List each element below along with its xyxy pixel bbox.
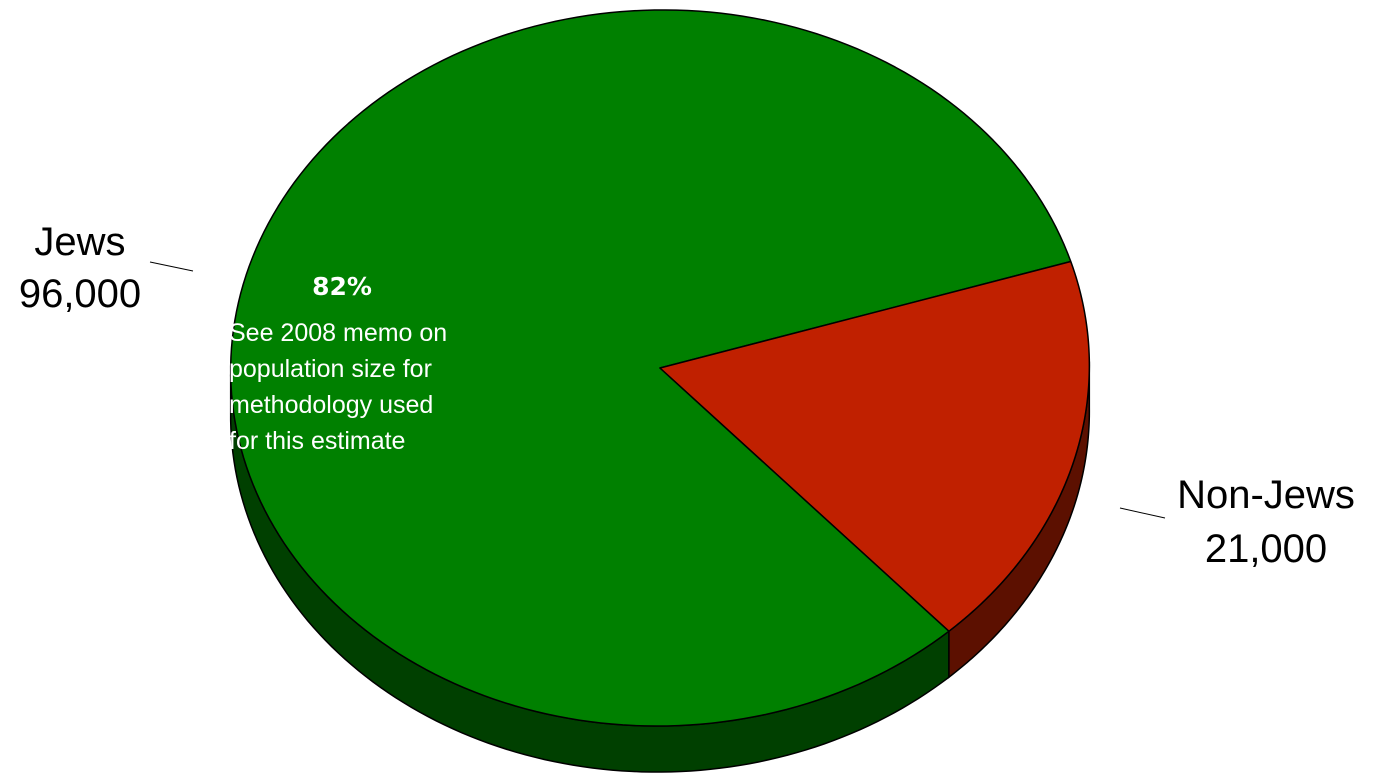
annotation-line-2: population size for [229, 355, 432, 383]
percent-label-jews: 82% [312, 272, 372, 301]
slice-label-non-jews: Non-Jews [1177, 473, 1355, 517]
pie-slice-jews [229, 9, 1072, 727]
slice-label-jews: Jews [34, 220, 125, 264]
pie-slice-non-jews [659, 260, 1091, 632]
leader-line-jews [149, 261, 194, 272]
slice-value-non-jews: 21,000 [1205, 527, 1327, 571]
pie-top-layer [229, 9, 1091, 727]
annotation-line-4: for this estimate [229, 427, 405, 455]
slice-value-jews: 96,000 [19, 272, 141, 316]
annotation-line-3: methodology used [229, 391, 433, 419]
leader-line-non-jews [1119, 507, 1166, 519]
annotation-line-1: See 2008 memo on [229, 319, 447, 347]
